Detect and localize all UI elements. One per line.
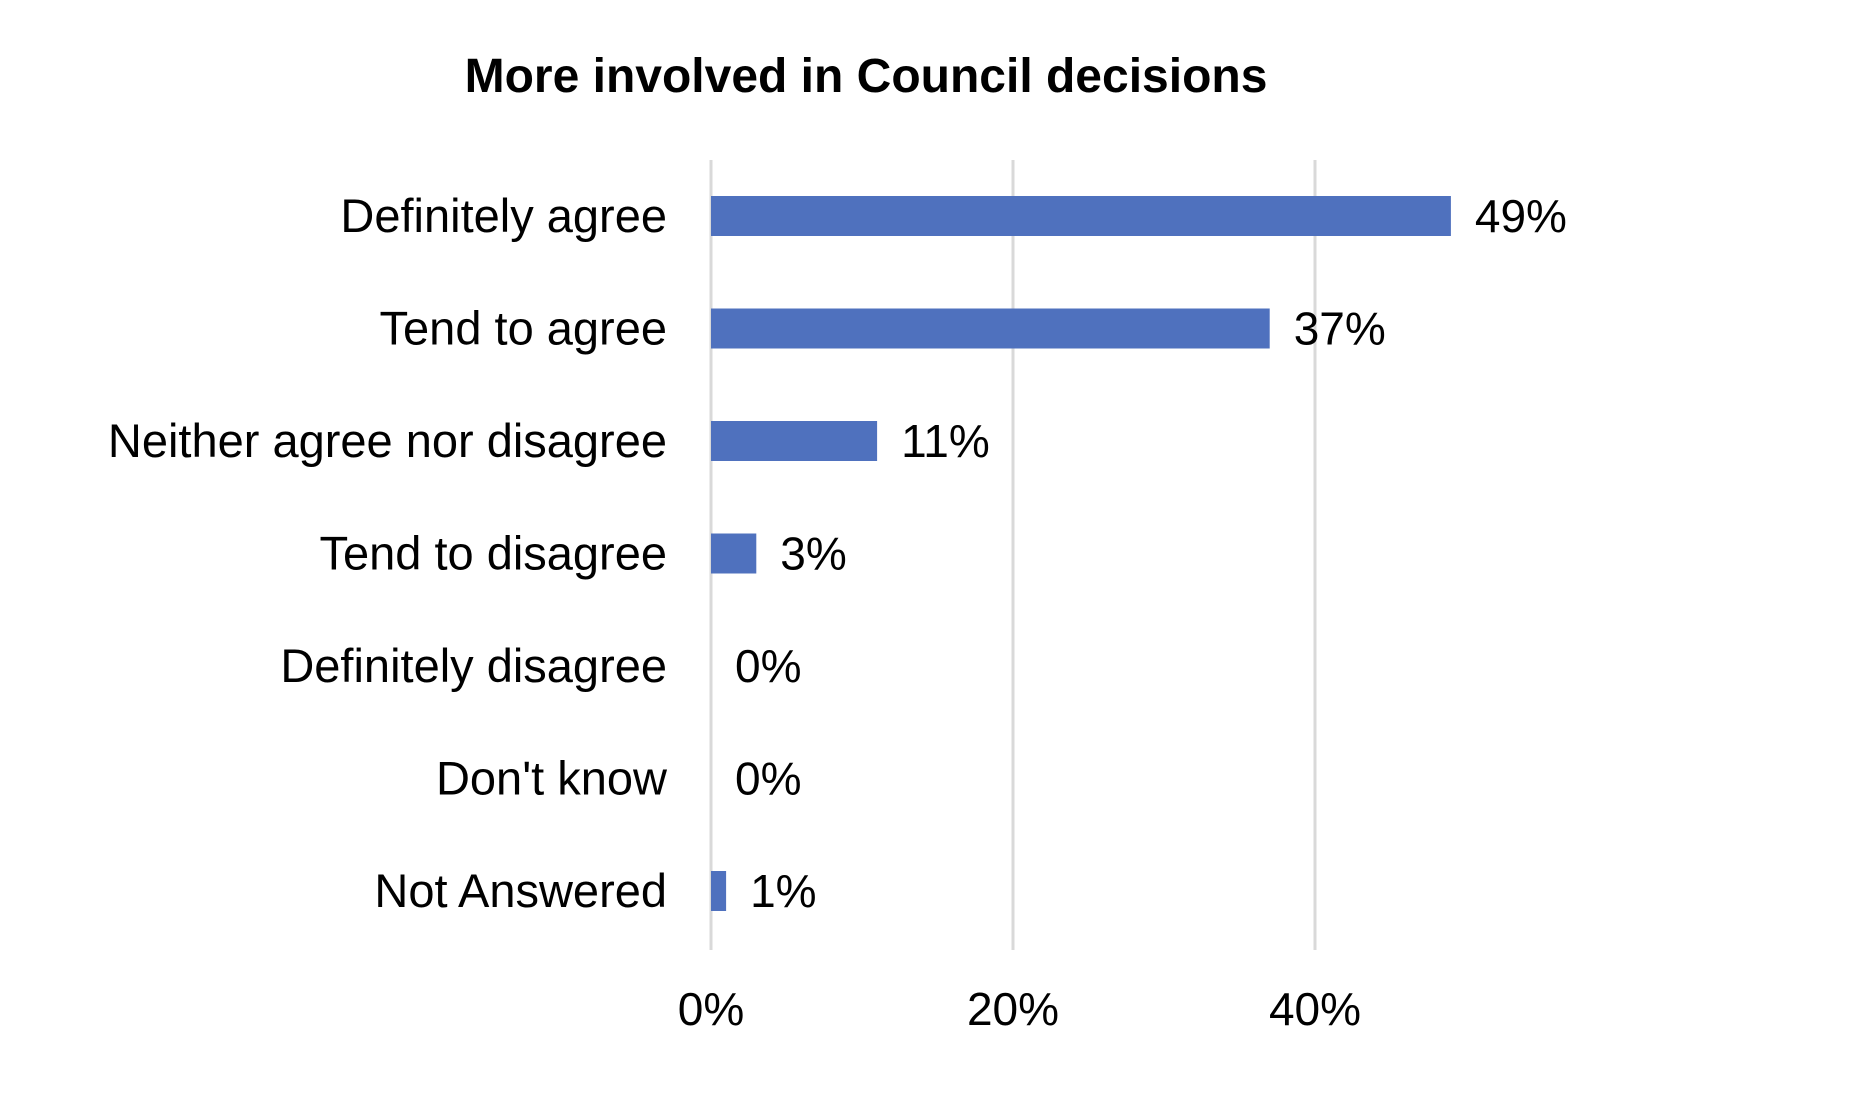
category-labels: Definitely agree Tend to agree Neither agr…: [108, 189, 668, 917]
bar: [711, 871, 727, 911]
x-axis-tick-labels: 0% 20% 40%: [678, 983, 1361, 1035]
bars: [711, 196, 1451, 911]
x-tick-label: 40%: [1269, 983, 1361, 1035]
category-label: Tend to agree: [380, 302, 667, 355]
category-label: Tend to disagree: [319, 527, 667, 580]
bar: [711, 308, 1270, 349]
category-label: Definitely disagree: [280, 639, 667, 692]
data-labels: 49% 37% 11% 3% 0% 0% 1%: [735, 190, 1567, 917]
x-tick-label: 20%: [967, 983, 1059, 1035]
category-label: Don't know: [436, 752, 668, 805]
data-label: 37%: [1294, 303, 1386, 355]
data-label: 0%: [735, 753, 801, 805]
data-label: 11%: [901, 415, 990, 467]
data-label: 1%: [750, 865, 816, 917]
x-tick-label: 0%: [678, 983, 744, 1035]
bar: [711, 421, 878, 461]
data-label: 49%: [1475, 190, 1567, 242]
category-label: Not Answered: [374, 864, 667, 917]
category-label: Definitely agree: [340, 189, 667, 242]
bar: [711, 196, 1451, 236]
chart-title: More involved in Council decisions: [465, 50, 1268, 103]
bar: [711, 533, 757, 574]
data-label: 0%: [735, 640, 801, 692]
category-label: Neither agree nor disagree: [108, 414, 667, 467]
data-label: 3%: [780, 528, 846, 580]
